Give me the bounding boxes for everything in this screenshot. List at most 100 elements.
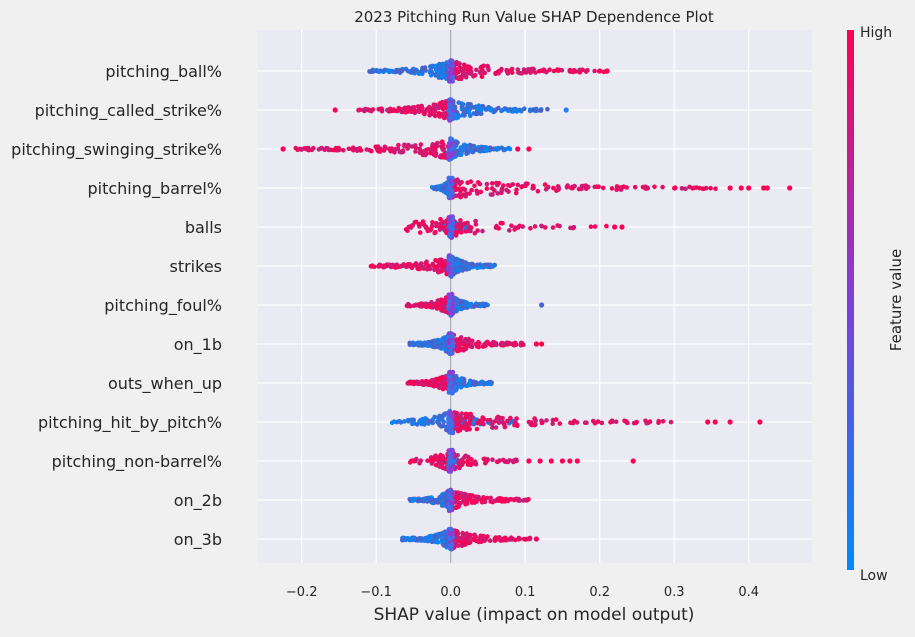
data-point	[461, 107, 466, 112]
data-point	[588, 224, 594, 229]
data-point	[460, 102, 466, 107]
data-point	[427, 498, 432, 503]
data-point	[447, 257, 453, 263]
data-point	[455, 257, 460, 262]
plot-area	[257, 30, 812, 563]
data-point	[437, 100, 443, 106]
data-point	[462, 495, 467, 501]
outlier-point	[761, 185, 767, 191]
data-point	[482, 456, 488, 462]
data-point	[449, 500, 455, 506]
data-point	[577, 67, 583, 73]
data-point	[488, 499, 493, 504]
colorbar-title: Feature value	[887, 249, 905, 351]
data-point	[428, 343, 433, 348]
data-point	[500, 420, 506, 425]
data-point	[568, 225, 573, 231]
data-point	[467, 302, 473, 308]
feature-label: pitching_swinging_strike%	[11, 140, 222, 160]
data-point	[455, 491, 460, 496]
colorbar-low-label: Low	[860, 568, 888, 584]
data-point	[436, 417, 442, 423]
data-point	[409, 109, 414, 114]
data-point	[459, 75, 464, 80]
outlier-point	[787, 185, 793, 191]
data-point	[420, 416, 425, 422]
data-point	[441, 111, 447, 117]
data-point	[448, 419, 454, 424]
data-point	[496, 180, 502, 186]
data-point	[493, 341, 499, 346]
data-point	[447, 374, 453, 380]
data-point	[473, 461, 479, 466]
data-point	[467, 422, 473, 427]
outlier-point	[738, 185, 744, 191]
data-point	[567, 67, 573, 73]
data-point	[469, 460, 475, 466]
data-point	[506, 68, 512, 73]
data-point	[448, 179, 454, 184]
data-point	[516, 496, 522, 502]
data-point	[496, 105, 501, 111]
data-point	[447, 298, 453, 304]
data-point	[396, 142, 401, 148]
outlier-point	[533, 536, 540, 542]
feature-row	[404, 291, 545, 318]
data-point	[467, 418, 473, 424]
data-point	[475, 228, 480, 233]
data-point	[545, 106, 550, 112]
data-point	[457, 61, 462, 66]
outlier-point	[533, 341, 540, 347]
data-point	[440, 147, 446, 152]
data-point	[530, 107, 536, 113]
data-point	[468, 228, 473, 234]
data-point	[453, 538, 459, 544]
data-point	[634, 419, 639, 425]
data-point	[422, 381, 428, 386]
data-point	[495, 459, 501, 465]
data-point	[449, 542, 455, 547]
data-point	[462, 113, 467, 118]
data-point	[448, 141, 454, 146]
data-point	[490, 425, 495, 430]
data-point	[458, 225, 464, 230]
data-point	[453, 70, 458, 75]
data-point	[492, 108, 498, 114]
data-point	[430, 498, 436, 503]
data-point	[508, 535, 514, 540]
data-point	[437, 464, 443, 469]
data-point	[515, 182, 521, 188]
feature-label: pitching_non-barrel%	[52, 452, 222, 472]
data-point	[422, 65, 428, 70]
data-point	[447, 495, 452, 500]
data-point	[461, 534, 466, 539]
data-point	[399, 68, 404, 73]
data-point	[450, 429, 456, 435]
feature-row	[429, 175, 793, 201]
data-point	[457, 268, 463, 273]
data-point	[496, 420, 502, 426]
data-point	[496, 68, 502, 74]
data-point	[440, 343, 446, 349]
data-point	[679, 186, 685, 191]
data-point	[389, 68, 395, 74]
data-point	[700, 186, 706, 192]
data-point	[568, 420, 573, 426]
data-point	[489, 263, 494, 269]
outlier-point	[712, 419, 718, 425]
feature-row	[368, 253, 498, 279]
data-point	[417, 460, 422, 466]
data-point	[523, 537, 529, 542]
data-point	[446, 154, 451, 160]
data-point	[453, 187, 459, 193]
data-point	[564, 185, 570, 190]
data-point	[472, 532, 477, 538]
data-point	[431, 146, 436, 151]
data-point	[463, 194, 469, 199]
data-point	[539, 223, 544, 229]
data-point	[438, 153, 444, 158]
data-point	[467, 113, 473, 118]
data-point	[361, 108, 366, 113]
data-point	[462, 221, 468, 226]
data-point	[369, 148, 374, 154]
